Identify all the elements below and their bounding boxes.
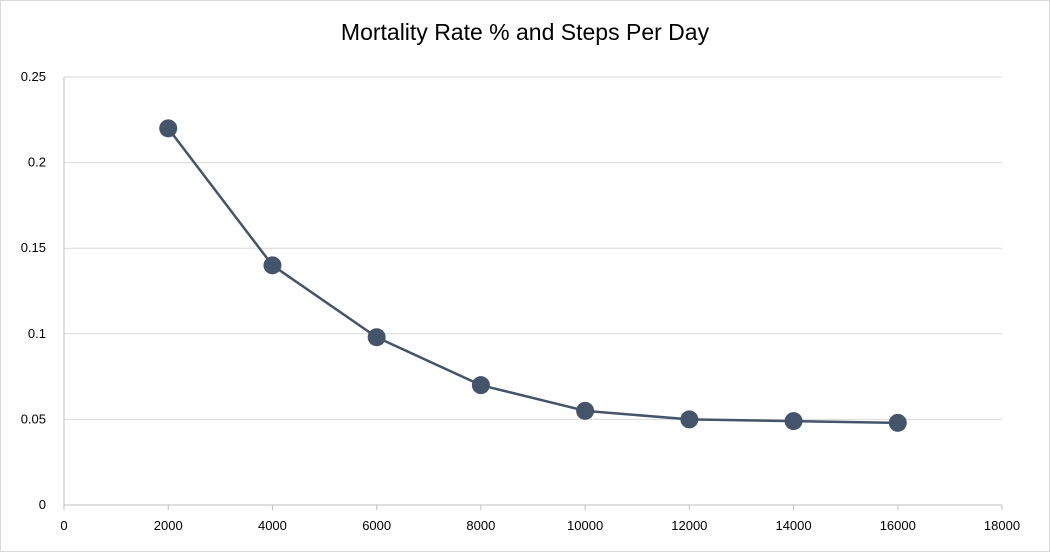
- x-tick-label: 4000: [258, 518, 287, 533]
- data-point: [784, 412, 803, 431]
- x-tick-label: 2000: [154, 518, 183, 533]
- data-point: [159, 119, 178, 138]
- data-point: [367, 328, 386, 347]
- x-tick-label: 0: [60, 518, 67, 533]
- y-tick-label: 0.05: [21, 411, 46, 426]
- data-series: [159, 119, 907, 432]
- x-tick-label: 12000: [671, 518, 707, 533]
- x-tick-label: 6000: [362, 518, 391, 533]
- y-tick-label: 0.15: [21, 240, 46, 255]
- y-tick-label: 0: [39, 497, 46, 512]
- x-tick-label: 18000: [984, 518, 1020, 533]
- y-tick-label: 0.1: [28, 326, 46, 341]
- x-tick-label: 14000: [775, 518, 811, 533]
- chart-title: Mortality Rate % and Steps Per Day: [340, 19, 710, 45]
- gridlines: [64, 76, 1002, 420]
- x-tick-label: 16000: [880, 518, 916, 533]
- y-tick-label: 0.2: [28, 155, 46, 170]
- data-point: [471, 376, 490, 395]
- x-axis-tick-labels: 0 2000 4000 6000 8000 10000 12000 14000 16000 180…: [60, 518, 1020, 533]
- x-tick-label: 10000: [567, 518, 603, 533]
- data-point: [576, 401, 595, 420]
- data-point: [888, 413, 907, 432]
- series-line: [167, 127, 898, 425]
- axes: [63, 77, 1003, 510]
- data-point: [263, 256, 282, 275]
- data-point: [680, 410, 699, 429]
- y-axis-tick-labels: 0 0.05 0.1 0.15 0.2 0.25: [21, 69, 46, 512]
- y-tick-label: 0.25: [21, 69, 46, 84]
- x-tick-label: 8000: [466, 518, 495, 533]
